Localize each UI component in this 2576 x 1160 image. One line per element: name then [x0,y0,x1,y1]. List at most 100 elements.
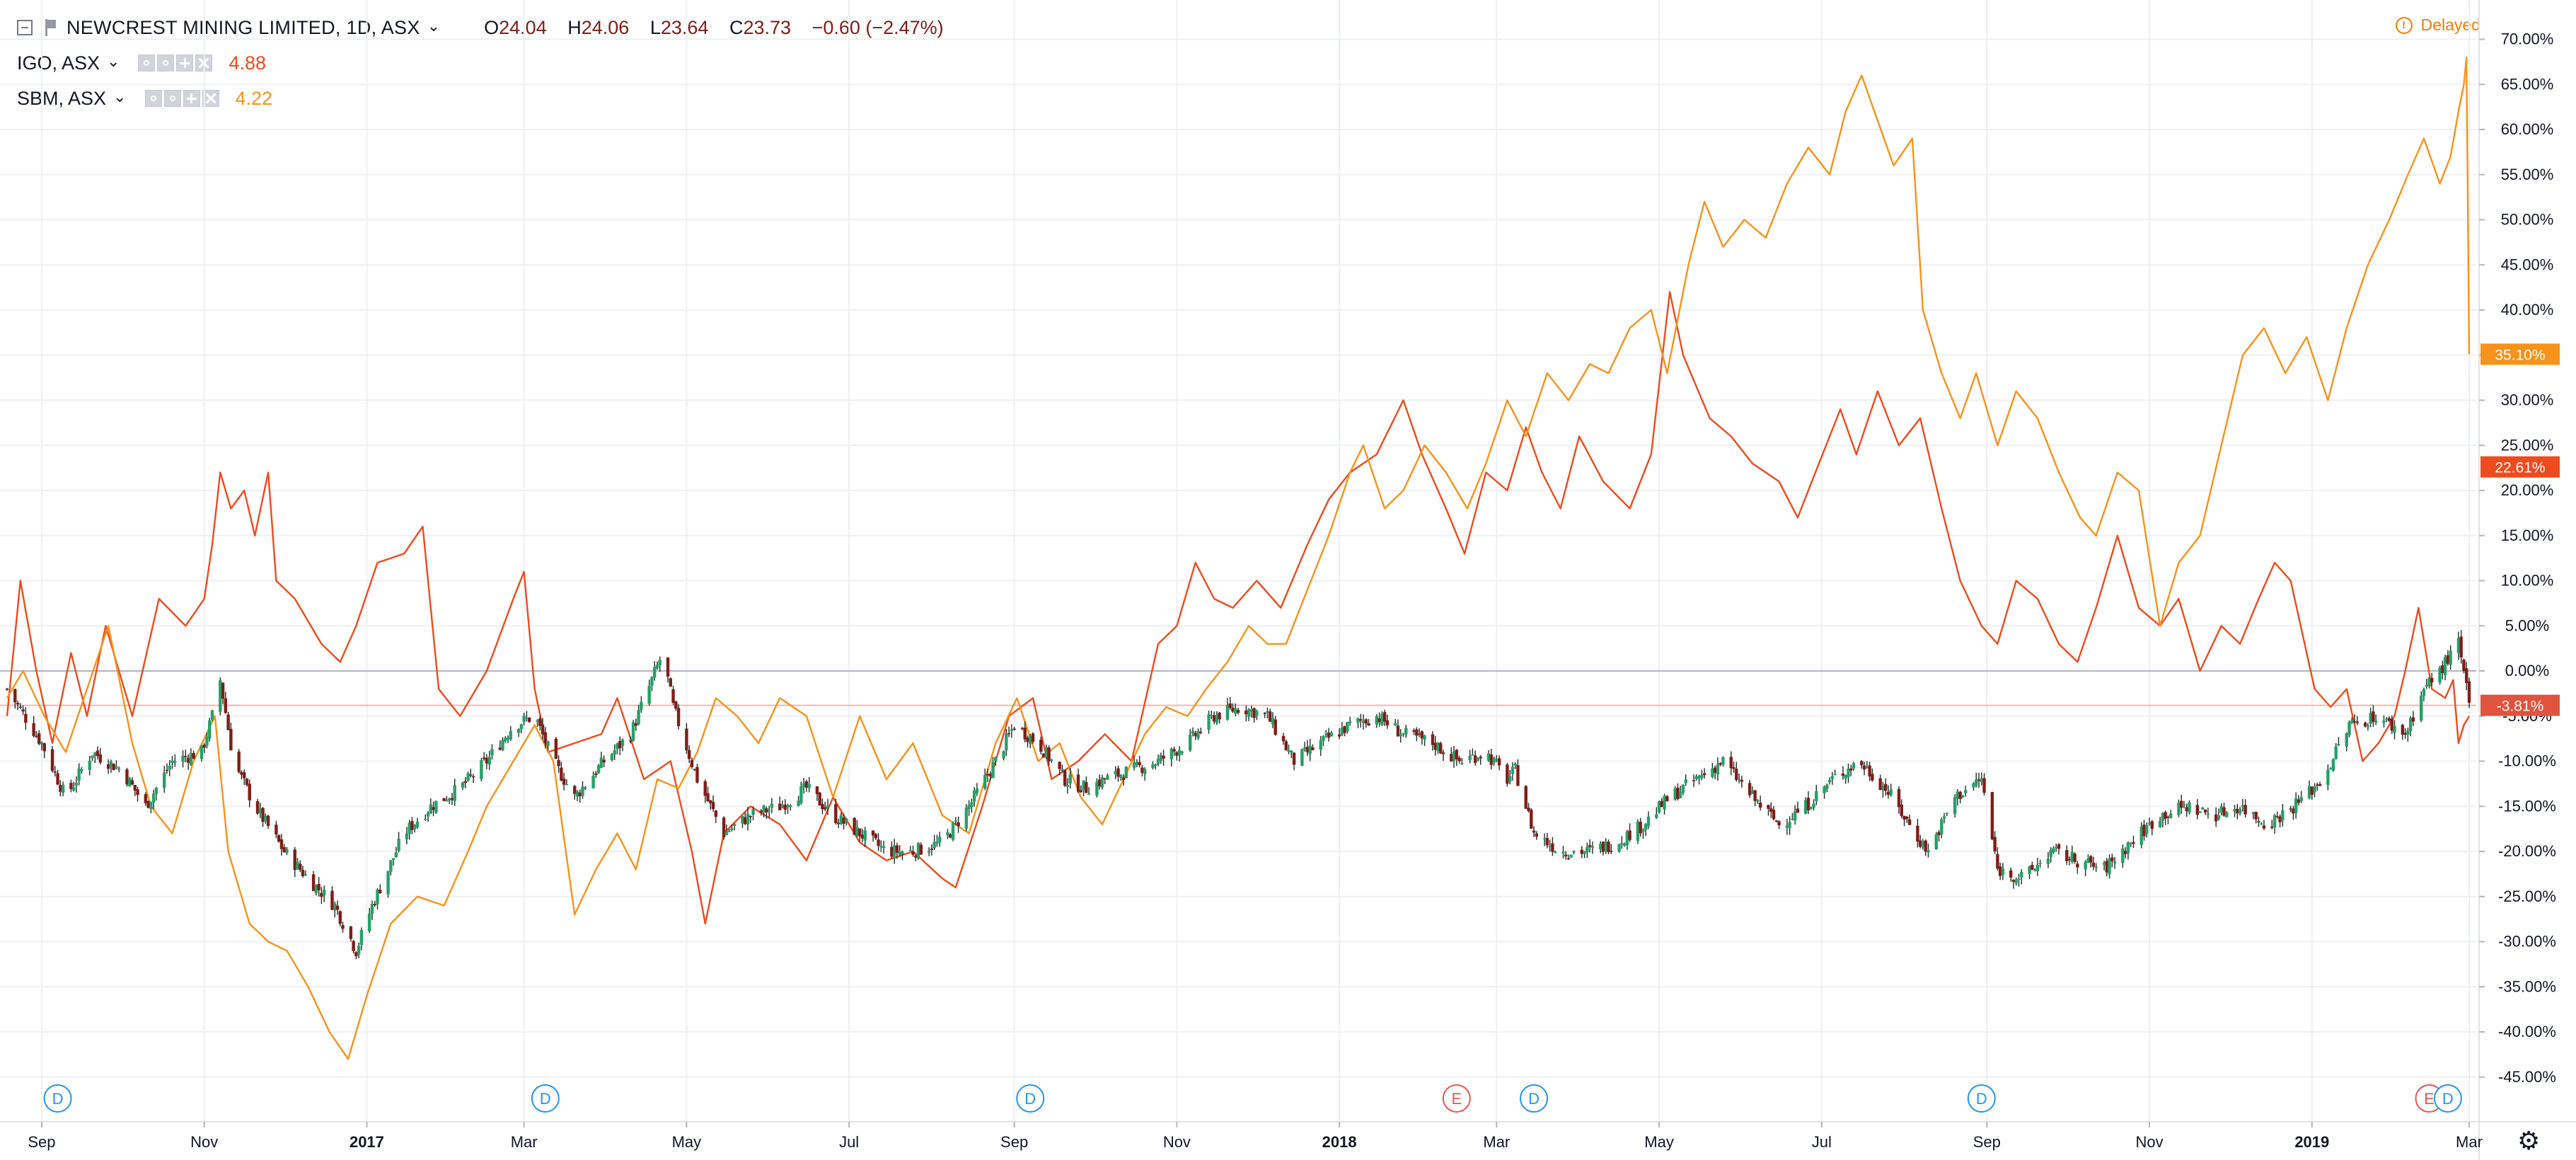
candle-body [818,792,821,806]
event-marker-label: D [540,1090,551,1108]
candle-body [1660,800,1664,807]
candle-body [224,698,228,713]
candle-body [171,760,174,764]
visibility-icon[interactable] [144,90,162,107]
candle-body [2195,805,2200,815]
compare-symbol-igo[interactable]: IGO, ASX [17,52,100,74]
more-icon[interactable] [183,90,200,107]
compare-symbol-sbm[interactable]: SBM, ASX [17,87,107,109]
y-tick-label: -45.00% [2498,1068,2556,1086]
candle-body [853,817,856,835]
settings-gear-icon[interactable]: ⚙ [2517,1126,2541,1155]
candle-body [245,779,249,786]
candle-body [836,822,841,825]
candle-body [240,771,243,775]
candle-body [370,904,374,914]
candle-body [1337,734,1341,737]
delayed-indicator[interactable]: ! Delayed [2395,16,2480,35]
candle-body [543,732,547,744]
candle-body [2345,733,2348,747]
candle-body [2033,869,2037,871]
candle-body [1471,754,1474,756]
y-tick-label: 45.00% [2501,255,2554,273]
candle-body [1266,711,1269,713]
candle-body [1061,769,1064,771]
candle-body [466,773,470,781]
candle-body [749,816,752,817]
candle-body [2374,720,2378,723]
candle-body [1116,768,1120,777]
candle-body [1281,735,1286,742]
candle-body [1548,846,1552,847]
alert-icon: ! [2395,16,2413,34]
candle-body [1711,768,1714,777]
candle-body [516,729,521,733]
candle-body [2241,805,2245,807]
candle-body [1399,734,1402,737]
candle-body [1063,770,1067,786]
candle-body [916,843,920,859]
candle-body [471,776,475,778]
visibility-icon[interactable] [138,54,156,71]
settings-icon[interactable] [163,90,181,107]
candle-body [1423,735,1426,740]
chevron-down-icon[interactable]: ⌄ [107,52,120,70]
candle-body [1796,808,1800,813]
settings-icon[interactable] [157,54,175,71]
candle-body [565,783,569,786]
x-axis[interactable]: Sep Nov 2017 Mar May Jul Sep Nov 2018 Mar May Jul Se… [0,1121,2576,1151]
candle-body [229,728,233,751]
candle-body [650,677,654,686]
candle-body [1740,779,1744,782]
candle-body [266,815,270,827]
candle-body [1628,830,1631,840]
candle-body [1002,751,1005,759]
last-value-text: 35.10% [2495,347,2545,363]
candle-body [911,851,915,855]
y-axis[interactable]: 70.00% 65.00% 60.00% 55.00% 50.00% 45.00% 40.0… [2478,0,2556,1160]
more-icon[interactable] [176,54,194,71]
chevron-down-icon[interactable]: ⌄ [427,17,441,35]
candle-body [1103,778,1107,780]
candle-body [2393,725,2396,733]
candle-body [1844,774,1847,779]
candle-body [349,926,353,939]
candle-body [221,682,225,699]
candle-body [2275,816,2280,817]
candle-body [1065,784,1070,787]
candle-body [2052,848,2055,853]
x-tick-label: Jul [839,1133,859,1151]
candle-body [1382,712,1387,722]
candle-body [146,800,150,808]
candle-body [591,776,595,788]
candle-body [368,913,371,931]
x-tick-label: 2018 [1322,1133,1357,1151]
candle-body [599,757,603,768]
candle-body [53,771,57,773]
candle-body [1809,808,1813,810]
collapse-legend-icon[interactable] [17,20,33,35]
main-symbol-title[interactable]: NEWCREST MINING LIMITED, 1D, ASX [67,16,420,38]
candle-body [652,667,657,678]
series-controls [138,54,214,71]
candle-body [18,706,23,708]
candle-body [74,782,79,786]
candle-body [2456,638,2461,653]
candle-body [895,845,899,853]
candle-body [1916,825,1919,842]
candle-body [2243,805,2247,815]
candle-body [130,780,134,785]
candle-body [908,850,912,851]
y-tick-label: 0.00% [2505,662,2549,679]
x-tick-label: Mar [1483,1133,1510,1151]
flag-icon[interactable] [45,19,57,36]
delayed-label: Delayed [2420,16,2480,34]
candle-body [1769,808,1773,812]
chevron-down-icon[interactable]: ⌄ [113,88,127,105]
candle-body [1535,833,1539,837]
candle-body [354,952,358,957]
candle-body [184,756,187,757]
candle-body [1169,748,1174,759]
